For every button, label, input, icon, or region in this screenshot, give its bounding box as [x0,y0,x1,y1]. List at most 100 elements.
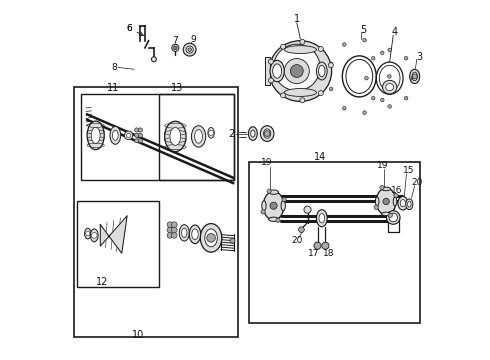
Ellipse shape [170,127,181,145]
Circle shape [188,48,192,51]
Bar [81,94,234,180]
Circle shape [300,39,305,44]
Circle shape [172,233,177,238]
Text: 6: 6 [126,24,144,35]
Text: 3: 3 [416,52,422,62]
Ellipse shape [165,121,186,152]
Ellipse shape [262,201,266,211]
Ellipse shape [110,126,121,144]
Ellipse shape [318,65,325,77]
Bar [74,87,238,337]
Circle shape [383,198,390,204]
Ellipse shape [410,69,419,84]
Ellipse shape [273,44,320,91]
Ellipse shape [182,228,187,238]
Ellipse shape [205,229,218,247]
Ellipse shape [376,188,396,215]
Text: 19: 19 [377,161,388,170]
Circle shape [138,128,143,132]
Ellipse shape [251,130,255,137]
Ellipse shape [113,130,118,140]
Text: 1: 1 [294,14,300,23]
Ellipse shape [284,89,317,96]
Circle shape [329,62,333,66]
Circle shape [267,189,271,193]
Circle shape [371,96,375,100]
Polygon shape [100,216,127,253]
Circle shape [411,76,415,80]
Circle shape [92,233,97,238]
Circle shape [282,197,286,202]
Ellipse shape [317,62,327,80]
Text: 2: 2 [228,129,235,139]
Text: 16: 16 [391,186,403,195]
Ellipse shape [319,213,325,223]
Circle shape [318,91,323,96]
Circle shape [167,233,173,238]
Circle shape [343,107,346,110]
Circle shape [135,128,139,132]
Bar [265,57,270,85]
Ellipse shape [269,190,279,194]
Circle shape [388,105,392,108]
Circle shape [172,44,179,51]
Ellipse shape [90,229,98,242]
Circle shape [264,131,270,136]
Circle shape [86,231,90,236]
Circle shape [284,59,309,84]
Ellipse shape [263,192,284,220]
Text: 5: 5 [360,25,366,35]
Ellipse shape [192,229,198,240]
Ellipse shape [412,72,417,81]
Ellipse shape [260,126,274,141]
Ellipse shape [406,199,413,210]
Text: 10: 10 [132,330,144,341]
Text: 15: 15 [402,166,414,175]
Circle shape [172,227,177,233]
Circle shape [167,227,173,233]
Circle shape [186,46,193,53]
Circle shape [281,44,286,49]
Circle shape [388,213,392,217]
Text: 12: 12 [96,277,108,287]
Text: 20: 20 [291,236,302,245]
Circle shape [124,131,133,140]
Text: 7: 7 [172,36,178,45]
Circle shape [380,185,384,190]
Ellipse shape [317,210,327,227]
Circle shape [138,139,143,143]
Circle shape [291,64,303,77]
Circle shape [343,43,346,46]
Ellipse shape [91,127,100,143]
Circle shape [394,193,398,198]
Circle shape [183,43,196,56]
Ellipse shape [87,121,104,150]
Text: 20: 20 [412,178,423,187]
Ellipse shape [200,224,222,252]
Circle shape [381,51,384,55]
Ellipse shape [195,130,202,143]
Circle shape [135,139,139,143]
Circle shape [388,75,391,78]
Circle shape [173,46,177,50]
Circle shape [281,93,286,98]
Bar [159,94,234,180]
Ellipse shape [281,201,285,211]
Circle shape [365,76,368,80]
Text: 19: 19 [261,158,272,167]
Circle shape [276,218,280,222]
Ellipse shape [387,211,400,224]
Ellipse shape [398,197,408,210]
Circle shape [269,59,273,64]
Ellipse shape [179,225,189,241]
Circle shape [314,242,321,249]
Ellipse shape [248,127,257,140]
Ellipse shape [189,225,201,244]
Text: 8: 8 [112,63,118,72]
Circle shape [230,238,235,243]
Circle shape [389,213,397,222]
Ellipse shape [400,200,406,207]
Ellipse shape [269,217,279,221]
Text: 11: 11 [107,83,119,93]
Ellipse shape [393,197,397,206]
